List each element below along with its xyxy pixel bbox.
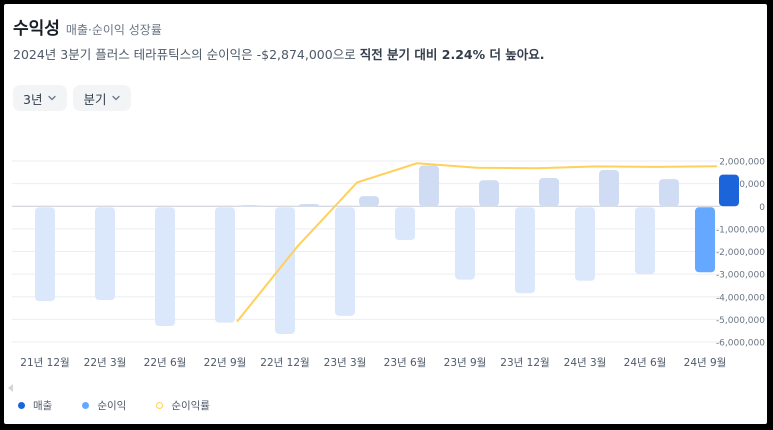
y-tick-label: -1,000,000 — [716, 225, 765, 235]
revenue-bar — [599, 170, 619, 207]
chevron-down-icon — [48, 95, 57, 101]
x-tick-label: 22년 12월 — [260, 357, 309, 369]
page-subtitle: 매출·순이익 성장률 — [65, 23, 162, 37]
net-income-bar — [215, 207, 235, 323]
revenue-bar — [659, 179, 679, 207]
header: 수익성 매출·순이익 성장률 — [13, 14, 162, 39]
net-margin-line — [236, 162, 718, 323]
legend-item-net-income[interactable]: 순이익 — [82, 398, 126, 413]
net-income-bar — [335, 207, 355, 316]
net-income-bar — [515, 207, 535, 294]
revenue-bar — [719, 174, 739, 207]
legend-dot-icon — [82, 402, 90, 409]
legend-label: 매출 — [33, 400, 53, 412]
scroll-left-icon[interactable] — [8, 384, 13, 392]
x-tick-label: 23년 3월 — [324, 357, 367, 369]
period-dropdown[interactable]: 3년 — [13, 85, 68, 111]
summary-highlight: 직전 분기 대비 2.24% 더 높아요. — [359, 47, 545, 62]
net-income-bar — [155, 207, 175, 327]
y-tick-label: -2,000,000 — [716, 248, 765, 258]
net-income-bar — [395, 207, 415, 241]
revenue-bar — [479, 180, 499, 207]
chart-controls: 3년 분기 — [13, 85, 132, 111]
interval-dropdown[interactable]: 분기 — [73, 85, 132, 111]
x-tick-label: 22년 3월 — [84, 357, 127, 369]
revenue-bar — [299, 203, 319, 207]
x-tick-label: 24년 9월 — [684, 357, 727, 369]
profitability-chart: 2,000,000 1,000,000 0 -1,000,000 -2,000,000 -… — [12, 158, 765, 369]
net-income-bar — [95, 207, 115, 301]
legend-label: 순이익 — [97, 400, 127, 412]
x-tick-label: 24년 6월 — [624, 357, 667, 369]
period-dropdown-label: 3년 — [23, 91, 43, 107]
net-income-bar — [275, 207, 295, 334]
revenue-bar — [539, 177, 559, 207]
net-income-bar — [695, 207, 715, 273]
x-tick-label: 23년 12월 — [500, 357, 549, 369]
x-tick-label: 23년 9월 — [444, 357, 487, 369]
legend-ring-icon — [156, 402, 164, 409]
y-tick-label: -4,000,000 — [716, 293, 765, 303]
y-tick-label: 0 — [759, 203, 765, 213]
net-income-bar — [575, 207, 595, 281]
y-tick-label: 1,000,000 — [719, 180, 765, 190]
revenue-bar — [359, 196, 379, 207]
interval-dropdown-label: 분기 — [83, 91, 107, 107]
net-income-bar — [455, 207, 475, 280]
summary-prefix: 2024년 3분기 플러스 테라퓨틱스의 순이익은 -$2,874,000으로 — [13, 47, 360, 62]
y-tick-label: 2,000,000 — [719, 158, 765, 168]
profitability-card: 수익성 매출·순이익 성장률 2024년 3분기 플러스 테라퓨틱스의 순이익은… — [4, 4, 767, 424]
x-tick-label: 23년 6월 — [384, 357, 427, 369]
legend-dot-icon — [18, 402, 25, 409]
x-tick-label: 24년 3월 — [564, 357, 607, 369]
x-tick-label: 22년 9월 — [204, 357, 247, 369]
page-title: 수익성 — [13, 19, 60, 39]
y-tick-label: -6,000,000 — [716, 339, 765, 349]
y-tick-label: -3,000,000 — [716, 271, 765, 281]
chart-legend: 매출 순이익 순이익률 — [18, 398, 210, 413]
legend-item-revenue[interactable]: 매출 — [18, 398, 52, 413]
summary-text: 2024년 3분기 플러스 테라퓨틱스의 순이익은 -$2,874,000으로 … — [13, 44, 545, 63]
x-tick-label: 21년 12월 — [20, 357, 69, 369]
y-tick-label: -5,000,000 — [716, 316, 765, 326]
legend-label: 순이익률 — [171, 400, 210, 412]
revenue-bar — [239, 205, 259, 207]
net-income-bar — [35, 207, 55, 302]
legend-item-net-margin[interactable]: 순이익률 — [156, 398, 210, 413]
net-income-bar — [635, 207, 655, 274]
chevron-down-icon — [112, 95, 121, 101]
revenue-bar — [419, 165, 439, 207]
x-tick-label: 22년 6월 — [144, 357, 187, 369]
